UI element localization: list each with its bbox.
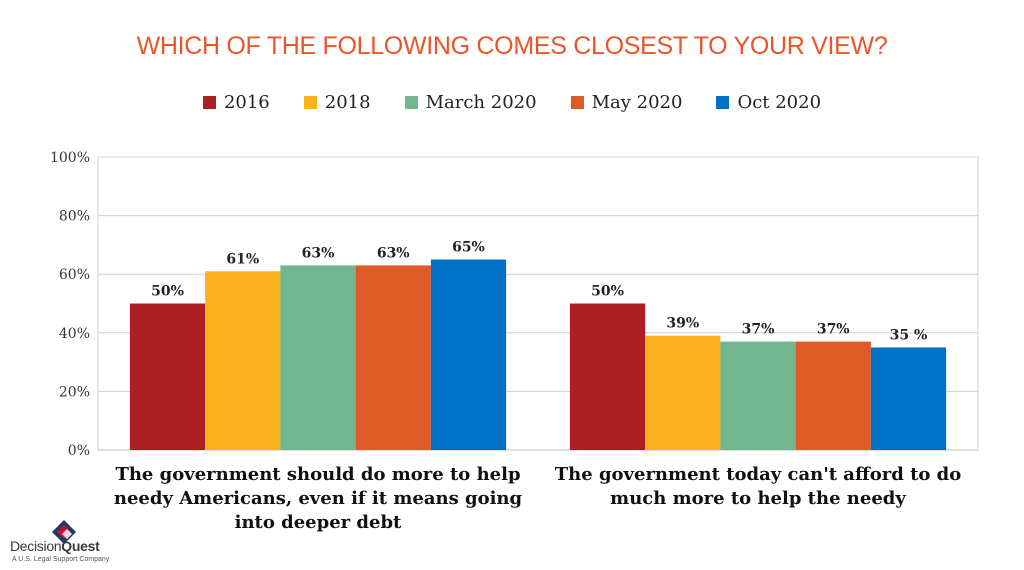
bar — [355, 265, 431, 450]
data-label: 63% — [377, 245, 410, 261]
data-label: 50% — [591, 284, 624, 300]
legend-label-march-2020: March 2020 — [425, 92, 537, 113]
data-label: 39% — [666, 316, 699, 332]
bar — [645, 335, 721, 450]
bar — [280, 265, 356, 450]
legend-item-2016: 2016 — [202, 92, 270, 113]
data-label: 37% — [817, 322, 850, 338]
bar — [129, 303, 206, 450]
data-label: 37% — [742, 322, 775, 338]
legend-item-2018: 2018 — [303, 92, 371, 113]
bar — [720, 341, 796, 450]
legend-swatch-may-2020 — [570, 96, 584, 109]
logo-wordmark: DecisionQuest — [10, 538, 100, 554]
legend-swatch-2018 — [303, 96, 317, 109]
x-category-label-line: much more to help the needy — [610, 488, 906, 509]
x-category-label-line: needy Americans, even if it means going — [114, 488, 523, 509]
chart-legend: 2016 2018 March 2020 May 2020 Oct 2020 — [0, 92, 1024, 113]
decisionquest-logo-icon — [52, 520, 76, 544]
legend-swatch-2016 — [202, 96, 216, 109]
legend-swatch-oct-2020 — [716, 96, 730, 109]
chart-title: WHICH OF THE FOLLOWING COMES CLOSEST TO … — [136, 32, 888, 60]
y-tick-label: 20% — [59, 384, 90, 400]
bar — [430, 259, 507, 450]
x-category-label-line: into deeper debt — [235, 512, 402, 533]
x-category-label-line: The government today can't afford to do — [555, 464, 962, 485]
data-label: 63% — [302, 245, 335, 261]
legend-label-oct-2020: Oct 2020 — [737, 92, 822, 113]
bar — [795, 341, 871, 450]
legend-label-2016: 2016 — [223, 92, 270, 113]
y-tick-label: 0% — [68, 443, 90, 459]
legend-swatch-march-2020 — [404, 96, 418, 109]
bar — [870, 347, 947, 450]
y-tick-label: 100% — [50, 150, 90, 166]
bar — [569, 303, 646, 450]
logo-name-part1: Decision — [10, 538, 62, 554]
logo-tagline: A U.S. Legal Support Company — [12, 556, 110, 563]
y-tick-label: 80% — [59, 209, 90, 225]
data-label: 35 % — [890, 327, 928, 343]
bar — [205, 271, 281, 450]
legend-label-2018: 2018 — [324, 92, 371, 113]
legend-item-march-2020: March 2020 — [404, 92, 537, 113]
data-label: 50% — [151, 284, 184, 300]
y-tick-label: 40% — [59, 326, 90, 342]
y-tick-label: 60% — [59, 267, 90, 283]
x-category-label: The government should do more to help nee… — [114, 464, 523, 533]
x-category-label-line: The government should do more to help — [115, 464, 520, 485]
data-label: 61% — [226, 251, 259, 267]
legend-item-may-2020: May 2020 — [570, 92, 683, 113]
legend-item-oct-2020: Oct 2020 — [716, 92, 821, 113]
data-label: 65% — [452, 240, 485, 256]
legend-label-may-2020: May 2020 — [591, 92, 683, 113]
x-category-label: The government today can't afford to do m… — [555, 464, 962, 509]
logo-name-part2: Quest — [61, 538, 100, 554]
